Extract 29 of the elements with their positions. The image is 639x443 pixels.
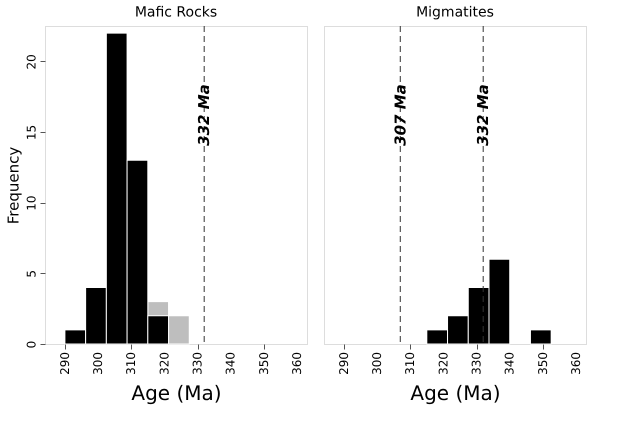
- x-tick-label: 320: [436, 352, 450, 375]
- x-tick-label: 300: [370, 352, 384, 375]
- x-tick-label: 300: [91, 352, 106, 375]
- x-tick-label: 360: [569, 352, 584, 375]
- y-tick-label: 15: [24, 124, 38, 140]
- x-tick-label: 350: [256, 352, 271, 375]
- x-tick-label: 340: [224, 352, 238, 375]
- chart-title: Migmatites: [416, 4, 494, 20]
- y-tick-label: 20: [24, 54, 38, 70]
- x-tick-label: 330: [190, 352, 205, 375]
- y-tick-label: 0: [24, 340, 38, 348]
- x-tick-label: 340: [502, 352, 517, 375]
- x-tick-label: 350: [536, 352, 550, 375]
- x-tick-label: 330: [470, 352, 484, 375]
- x-tick-label: 320: [157, 352, 172, 375]
- x-axis-title: Age (Ma): [131, 381, 222, 405]
- chart-title: Mafic Rocks: [134, 4, 218, 20]
- y-tick-label: 5: [24, 270, 38, 278]
- ref-line-label: 332 Ma: [195, 84, 214, 146]
- x-tick-label: 290: [58, 352, 72, 375]
- x-tick-label: 310: [403, 352, 418, 375]
- x-tick-label: 310: [124, 352, 138, 375]
- x-tick-label: 290: [336, 352, 351, 375]
- y-tick-label: 10: [24, 196, 38, 211]
- y-axis-title: Frequency: [4, 146, 22, 224]
- ref-line-label: 307 Ma: [391, 84, 410, 146]
- x-axis-title: Age (Ma): [410, 381, 501, 405]
- ref-line-label: 332 Ma: [474, 84, 492, 146]
- x-tick-label: 360: [290, 352, 304, 375]
